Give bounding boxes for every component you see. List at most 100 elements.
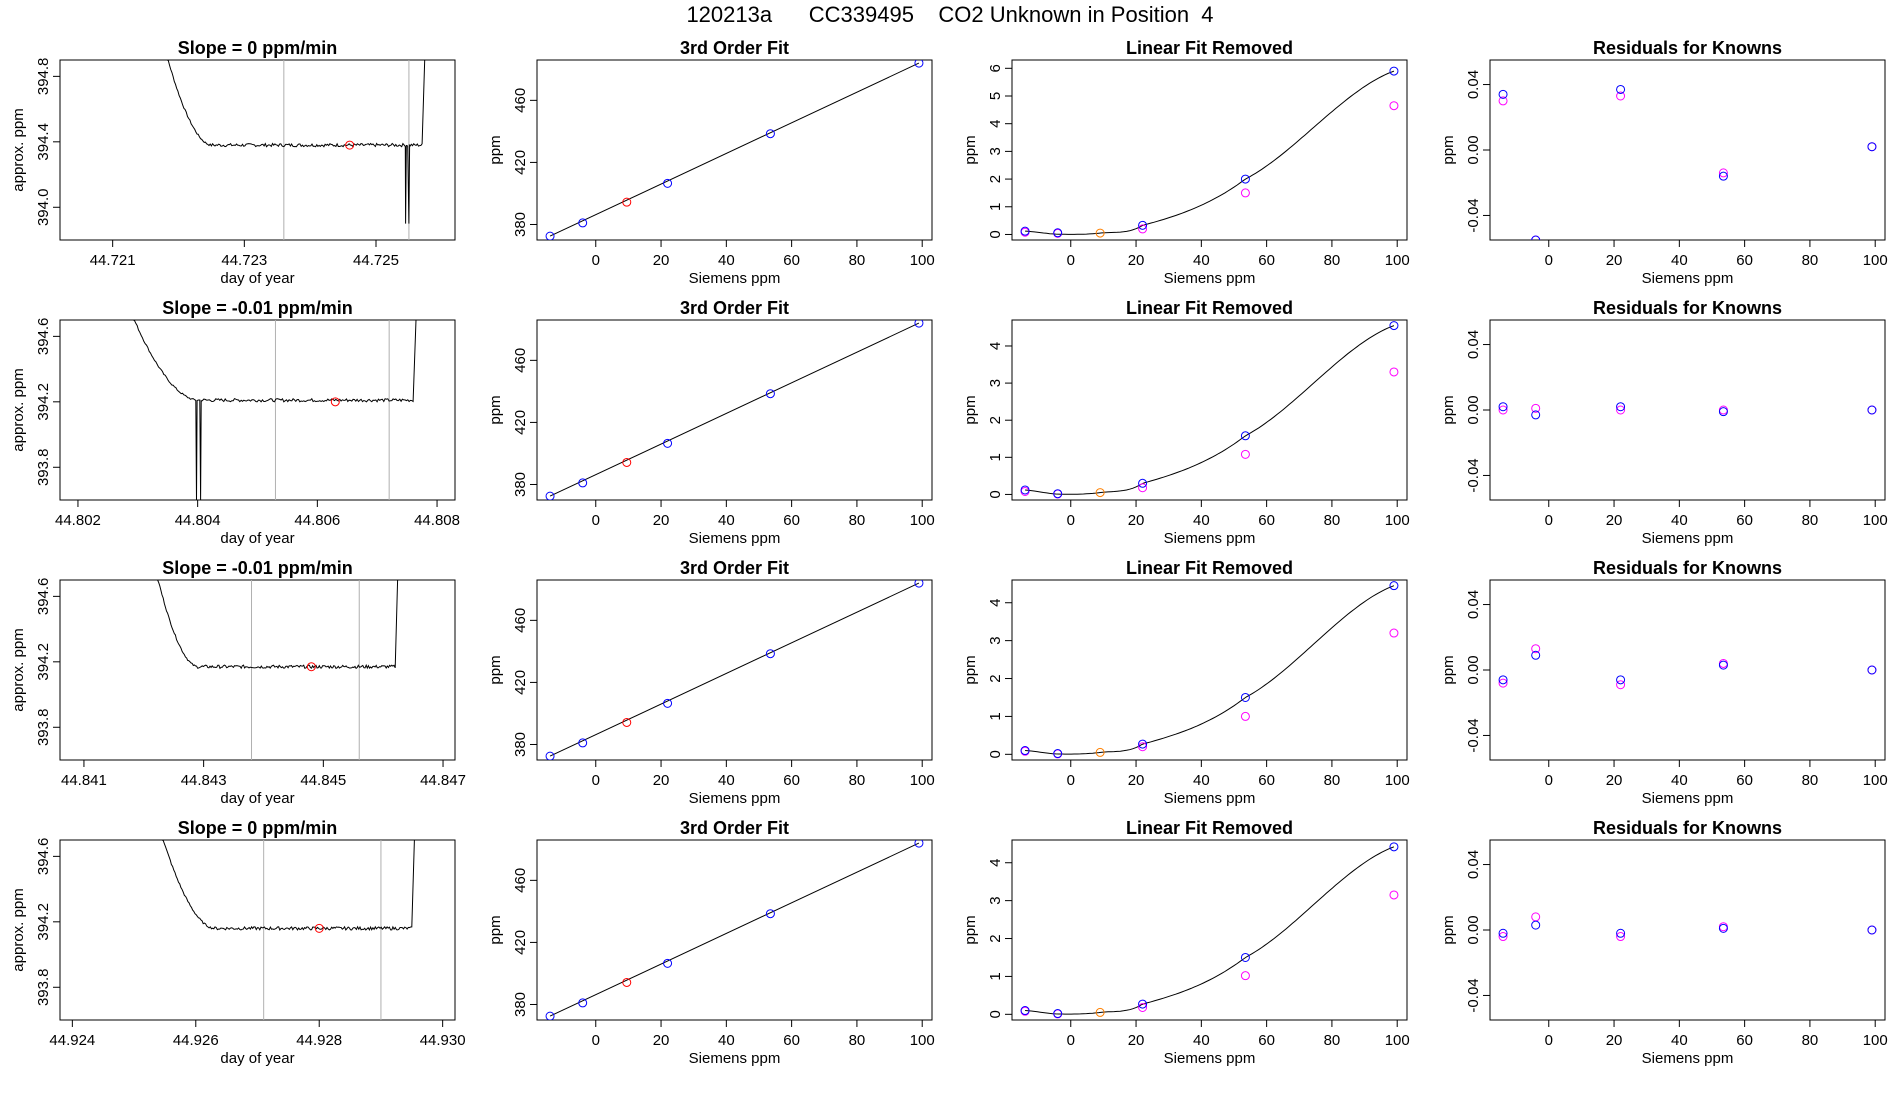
- linear-removed-point: [1240, 971, 1250, 981]
- known-point: [663, 698, 673, 708]
- known-point: [1616, 675, 1626, 685]
- known-point: [1498, 402, 1508, 412]
- x-tick-label: 60: [783, 512, 800, 529]
- plot-title: Linear Fit Removed: [1126, 38, 1293, 58]
- plot-frame: [59, 579, 456, 761]
- linear-removed-point: [1498, 405, 1508, 415]
- known-point: [1240, 431, 1250, 441]
- known-point: [1389, 66, 1399, 76]
- y-tick-label: 2: [987, 416, 1004, 424]
- x-tick-label: 60: [783, 1032, 800, 1049]
- x-tick-label: 40: [718, 252, 735, 269]
- x-tick-label: 80: [1802, 512, 1819, 529]
- known-point: [1053, 749, 1063, 759]
- x-tick-label: 60: [1258, 772, 1275, 789]
- linear-removed-point: [1389, 101, 1399, 111]
- y-tick-label: 380: [512, 732, 529, 757]
- known-point: [1138, 220, 1148, 230]
- x-tick-label: 20: [653, 252, 670, 269]
- x-axis-label: day of year: [220, 1050, 294, 1067]
- linear-removed-point: [1531, 912, 1541, 922]
- x-tick-label: 20: [653, 1032, 670, 1049]
- known-point: [1531, 920, 1541, 930]
- y-tick-label: 5: [987, 92, 1004, 100]
- x-tick-label: 80: [849, 512, 866, 529]
- x-tick-label: 80: [1802, 252, 1819, 269]
- x-tick-label: 44.802: [55, 512, 101, 529]
- x-axis-label: Siemens ppm: [1642, 790, 1734, 807]
- y-axis-label: ppm: [1440, 135, 1457, 164]
- unknown-point: [306, 662, 316, 672]
- known-point: [765, 389, 775, 399]
- x-tick-label: 100: [1863, 252, 1888, 269]
- known-point: [914, 580, 924, 588]
- known-point: [1867, 142, 1877, 152]
- plot-title: Linear Fit Removed: [1126, 818, 1293, 838]
- y-tick-label: 2: [987, 674, 1004, 682]
- x-tick-label: 80: [1324, 1032, 1341, 1049]
- x-tick-label: 80: [1324, 512, 1341, 529]
- x-tick-label: 0: [1067, 772, 1075, 789]
- known-point: [914, 840, 924, 848]
- known-point: [1053, 489, 1063, 499]
- known-point: [545, 231, 555, 240]
- x-tick-label: 100: [910, 512, 935, 529]
- x-tick-label: 44.930: [420, 1032, 466, 1049]
- y-tick-label: 6: [987, 64, 1004, 72]
- plot-title: Residuals for Knowns: [1593, 818, 1782, 838]
- panel-r2-c3: Linear Fit Removed 0 20 40 60 80 100 0 1 2 3 4 Sieme…: [962, 298, 1410, 547]
- plot-area: [158, 60, 426, 240]
- x-tick-label: 0: [592, 1032, 600, 1049]
- y-tick-label: 0.00: [1465, 395, 1482, 424]
- y-tick-label: 394.4: [35, 123, 52, 161]
- concentration-trace: [158, 60, 426, 224]
- y-tick-label: 2: [987, 175, 1004, 183]
- plot-frame: [1489, 839, 1886, 1021]
- linear-removed-point: [1531, 644, 1541, 654]
- y-tick-label: 4: [987, 599, 1004, 607]
- y-tick-label: 0.04: [1465, 590, 1482, 619]
- plot-area: [152, 840, 415, 1020]
- x-tick-label: 40: [1671, 1032, 1688, 1049]
- fit-line: [549, 62, 920, 237]
- known-point: [1718, 660, 1728, 670]
- known-point: [1240, 692, 1250, 702]
- linear-removed-point: [1531, 403, 1541, 413]
- unknown-point: [330, 397, 340, 407]
- x-tick-label: 80: [1324, 772, 1341, 789]
- panel-r3-c1: Slope = -0.01 ppm/min 44.841 44.843 44.845 4…: [10, 558, 466, 807]
- y-tick-label: 393.8: [35, 708, 52, 746]
- known-point: [1389, 581, 1399, 591]
- known-point: [663, 178, 673, 188]
- x-tick-label: 0: [1067, 512, 1075, 529]
- x-tick-label: 20: [1606, 252, 1623, 269]
- known-point: [1531, 235, 1541, 240]
- x-tick-label: 0: [1067, 1032, 1075, 1049]
- linear-removed-point: [1138, 224, 1148, 234]
- x-tick-label: 60: [1736, 1032, 1753, 1049]
- plot-area: [1020, 66, 1399, 238]
- linear-removed-point: [1498, 678, 1508, 688]
- known-point: [1867, 665, 1877, 675]
- known-point: [1531, 410, 1541, 420]
- plot-frame: [1011, 59, 1408, 241]
- x-tick-label: 100: [1863, 1032, 1888, 1049]
- x-tick-label: 100: [1385, 772, 1410, 789]
- panel-r1-c2: 3rd Order Fit 0 20 40 60 80 100 380 420 460 Siemen…: [487, 38, 935, 287]
- known-point: [545, 1011, 555, 1020]
- y-tick-label: 420: [512, 410, 529, 435]
- linear-removed-point: [1138, 483, 1148, 493]
- x-tick-label: 0: [1545, 512, 1553, 529]
- x-tick-label: 0: [1545, 772, 1553, 789]
- unknown-point: [345, 140, 355, 150]
- y-tick-label: 420: [512, 930, 529, 955]
- x-tick-label: 60: [783, 772, 800, 789]
- plot-area: [545, 320, 924, 500]
- x-axis-label: Siemens ppm: [689, 530, 781, 547]
- known-point: [578, 218, 588, 228]
- linear-removed-point: [1616, 405, 1626, 415]
- fit-curve: [1025, 70, 1395, 235]
- panel-r1-c1: Slope = 0 ppm/min 44.721 44.723 44.725 394.0…: [10, 38, 456, 287]
- x-tick-label: 100: [910, 252, 935, 269]
